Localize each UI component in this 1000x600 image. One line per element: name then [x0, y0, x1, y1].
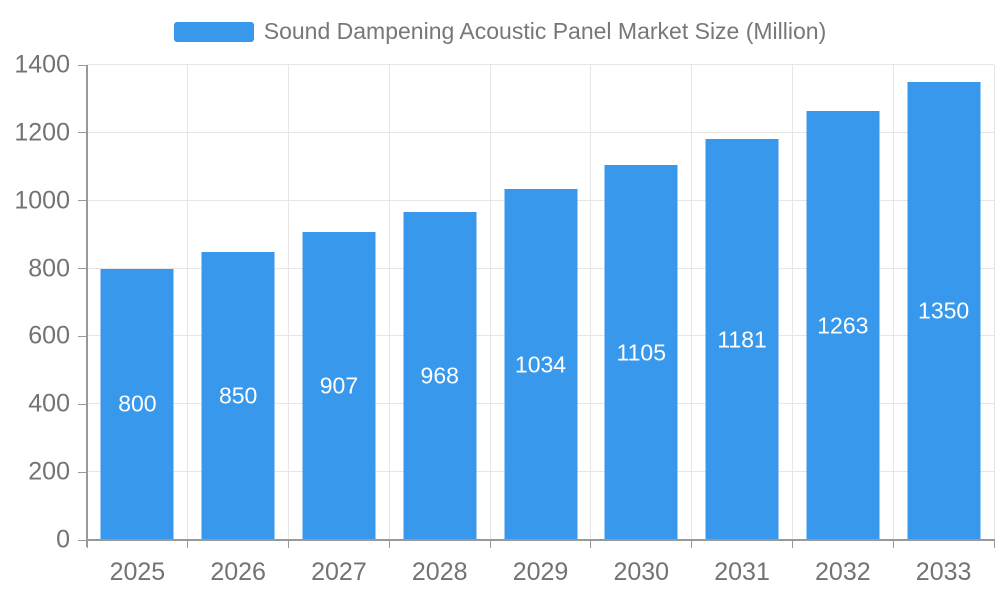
v-gridline: [993, 65, 995, 540]
y-tick-label: 400: [28, 389, 70, 418]
v-gridline: [691, 65, 693, 540]
legend-swatch: [173, 22, 254, 42]
x-tick-label: 2027: [311, 558, 367, 586]
x-axis-tick: [388, 540, 390, 548]
x-axis-tick: [892, 540, 894, 548]
y-tick-label: 1000: [14, 186, 70, 215]
v-gridline: [791, 65, 793, 540]
x-tick-label: 2025: [109, 558, 166, 586]
v-gridline: [489, 65, 491, 540]
y-axis-tick: [78, 403, 87, 405]
y-tick-label: 1400: [14, 50, 70, 79]
y-tick-label: 1200: [14, 118, 70, 147]
x-tick-label: 2030: [613, 558, 670, 586]
x-axis-labels: 2025 2026 2027 2028 2029 2030 2031 2032 2033: [87, 557, 994, 589]
bar-value-label: 1034: [514, 351, 567, 378]
y-tick-label: 200: [28, 457, 70, 486]
y-tick-label: 800: [28, 254, 70, 283]
v-gridline: [288, 65, 290, 540]
x-tick-label: 2029: [512, 558, 569, 586]
y-axis-line: [86, 65, 88, 547]
legend-label: Sound Dampening Acoustic Panel Market Si…: [263, 18, 827, 45]
x-axis-tick: [590, 540, 592, 548]
y-axis-tick: [78, 471, 87, 473]
bar-value-label: 907: [319, 372, 359, 399]
bar-value-label: 850: [218, 382, 258, 409]
bar[interactable]: 907: [302, 232, 376, 540]
y-axis-tick: [78, 268, 87, 270]
legend[interactable]: Sound Dampening Acoustic Panel Market Si…: [0, 18, 1000, 46]
v-gridline: [187, 65, 189, 540]
bar-value-label: 968: [420, 362, 459, 389]
x-tick-label: 2028: [411, 558, 468, 586]
x-axis-tick: [288, 540, 290, 548]
v-gridline: [388, 65, 390, 540]
bar-value-label: 1350: [918, 297, 970, 324]
bar-value-label: 1181: [717, 326, 767, 353]
x-axis-tick: [187, 540, 189, 548]
h-gridline: [87, 131, 994, 133]
bar-value-label: 1105: [616, 339, 666, 366]
x-tick-label: 2032: [815, 558, 871, 586]
x-axis-tick: [691, 540, 693, 548]
bar[interactable]: 850: [201, 251, 275, 540]
h-gridline: [87, 64, 994, 65]
bar[interactable]: 1034: [504, 189, 577, 540]
x-axis-line: [86, 539, 995, 541]
v-gridline: [590, 65, 592, 540]
x-axis-tick: [791, 540, 793, 548]
x-axis-tick: [993, 540, 995, 548]
bar[interactable]: 1181: [705, 139, 779, 540]
x-tick-label: 2033: [915, 558, 972, 586]
y-axis-tick: [78, 335, 87, 337]
bar-value-label: 1263: [817, 312, 869, 339]
y-axis-labels: 0 200 400 600 800 1000 1200 1400: [0, 52, 70, 552]
bar[interactable]: 1105: [604, 165, 678, 540]
y-axis-tick: [78, 200, 87, 202]
plot-area: 800 850 907 968 1034 1105 1181 1263 1350: [78, 64, 995, 548]
y-axis-tick: [78, 539, 87, 541]
y-tick-label: 600: [28, 321, 70, 350]
y-axis-tick: [78, 64, 87, 66]
y-tick-label: 0: [56, 525, 70, 554]
v-gridline: [892, 65, 894, 540]
x-tick-label: 2031: [714, 558, 770, 586]
y-axis-tick: [78, 132, 87, 134]
bar-value-label: 800: [118, 390, 157, 417]
x-axis-tick: [86, 540, 88, 548]
bar[interactable]: 1263: [806, 111, 880, 540]
x-axis-tick: [489, 540, 491, 548]
bar[interactable]: 1350: [907, 81, 981, 540]
bar[interactable]: 800: [100, 268, 174, 540]
bar[interactable]: 968: [403, 211, 477, 540]
x-tick-label: 2026: [210, 558, 266, 586]
